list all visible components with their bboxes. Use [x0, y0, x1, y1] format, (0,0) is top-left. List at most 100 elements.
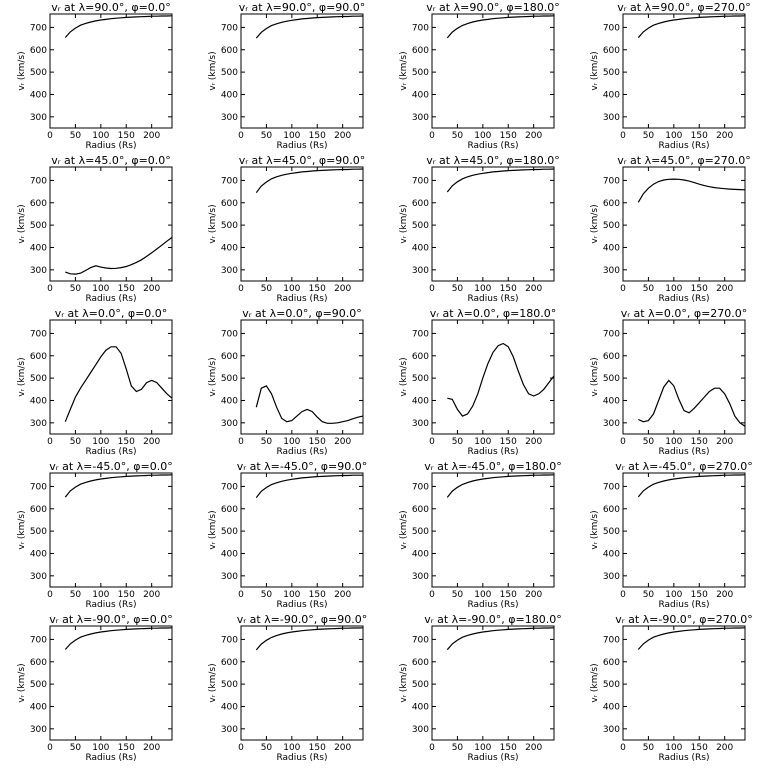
- x-axis-label: Radius (Rs): [658, 294, 709, 304]
- series-line: [446, 15, 555, 39]
- x-tick-label: 100: [665, 590, 682, 600]
- panel-8: vᵣ at λ=45.0°, φ=270.0° 0 50 100 150 200 300 40…: [590, 154, 751, 304]
- x-tick-label: 0: [620, 284, 626, 294]
- y-tick-label: 300: [30, 113, 47, 123]
- plot-frame: [431, 13, 555, 129]
- series-line: [637, 474, 746, 498]
- x-tick-label: 150: [309, 437, 326, 447]
- x-tick-label: 100: [92, 590, 109, 600]
- x-tick-label: 100: [474, 590, 491, 600]
- series-line: [64, 346, 173, 422]
- y-tick-label: 400: [221, 396, 238, 406]
- x-tick-label: 200: [143, 131, 160, 141]
- x-tick-label: 150: [500, 743, 517, 753]
- y-tick-label: 300: [30, 725, 47, 735]
- y-tick-label: 700: [221, 329, 238, 339]
- x-tick-label: 0: [620, 743, 626, 753]
- x-tick-label: 0: [238, 590, 244, 600]
- y-tick-label: 300: [30, 419, 47, 429]
- x-tick-label: 100: [283, 743, 300, 753]
- panel-title: vᵣ at λ=-90.0°, φ=180.0°: [424, 613, 562, 626]
- y-axis-label: vᵣ (km/s): [399, 510, 409, 549]
- y-axis-label: vᵣ (km/s): [17, 357, 27, 396]
- y-axis-label: vᵣ (km/s): [17, 663, 27, 702]
- x-axis-label: Radius (Rs): [467, 447, 518, 457]
- y-tick-label: 500: [221, 527, 238, 537]
- x-axis-label: Radius (Rs): [658, 141, 709, 151]
- x-tick-label: 150: [118, 131, 135, 141]
- x-tick-label: 50: [452, 284, 464, 294]
- x-tick-label: 200: [525, 437, 542, 447]
- x-axis-label: Radius (Rs): [276, 600, 327, 610]
- y-tick-label: 600: [412, 352, 429, 362]
- y-tick-label: 700: [30, 482, 47, 492]
- y-tick-label: 600: [30, 658, 47, 668]
- x-tick-label: 100: [283, 284, 300, 294]
- y-tick-label: 600: [603, 352, 620, 362]
- y-tick-label: 700: [412, 23, 429, 33]
- y-axis-label: vᵣ (km/s): [590, 51, 600, 90]
- plot-frame: [431, 625, 555, 741]
- y-tick-label: 400: [221, 90, 238, 100]
- y-tick-label: 700: [603, 482, 620, 492]
- plot-frame: [431, 319, 555, 435]
- panel-title: vᵣ at λ=45.0°, φ=180.0°: [426, 154, 560, 167]
- x-tick-label: 50: [70, 437, 82, 447]
- y-tick-label: 500: [30, 68, 47, 78]
- plot-frame: [622, 472, 746, 588]
- panel-title: vᵣ at λ=-45.0°, φ=180.0°: [424, 460, 562, 473]
- y-tick-label: 400: [412, 243, 429, 253]
- y-tick-label: 500: [603, 374, 620, 384]
- series-line: [255, 627, 364, 651]
- series-line: [64, 15, 173, 38]
- x-tick-label: 200: [143, 284, 160, 294]
- y-tick-label: 700: [603, 23, 620, 33]
- x-tick-label: 100: [283, 437, 300, 447]
- x-tick-label: 0: [429, 590, 435, 600]
- y-tick-label: 400: [412, 396, 429, 406]
- x-tick-label: 200: [716, 743, 733, 753]
- series-line: [255, 15, 364, 39]
- y-axis-label: vᵣ (km/s): [590, 357, 600, 396]
- x-tick-label: 150: [118, 590, 135, 600]
- y-tick-label: 400: [221, 243, 238, 253]
- y-tick-label: 300: [603, 725, 620, 735]
- x-tick-label: 100: [474, 743, 491, 753]
- x-tick-label: 0: [429, 437, 435, 447]
- x-tick-label: 50: [643, 131, 655, 141]
- y-axis-label: vᵣ (km/s): [208, 51, 218, 90]
- y-axis-label: vᵣ (km/s): [208, 357, 218, 396]
- x-axis-label: Radius (Rs): [85, 141, 136, 151]
- panel-9: vᵣ at λ=0.0°, φ=0.0° 0 50 100 150 200 300 400 50…: [17, 307, 173, 457]
- panel-10: vᵣ at λ=0.0°, φ=90.0° 0 50 100 150 200 300 400 5…: [208, 307, 364, 457]
- x-tick-label: 0: [620, 131, 626, 141]
- x-tick-label: 200: [525, 590, 542, 600]
- y-tick-label: 300: [412, 419, 429, 429]
- plot-frame: [240, 319, 364, 435]
- y-tick-label: 400: [603, 243, 620, 253]
- x-tick-label: 50: [261, 284, 273, 294]
- y-tick-label: 700: [221, 23, 238, 33]
- panel-5: vᵣ at λ=45.0°, φ=0.0° 0 50 100 150 200 300 400 5…: [17, 154, 173, 304]
- y-tick-label: 700: [412, 176, 429, 186]
- x-tick-label: 100: [92, 131, 109, 141]
- y-tick-label: 300: [412, 725, 429, 735]
- x-tick-label: 200: [143, 437, 160, 447]
- panel-title: vᵣ at λ=-90.0°, φ=90.0°: [237, 613, 368, 626]
- plot-frame: [49, 13, 173, 129]
- series-line: [446, 627, 555, 651]
- x-tick-label: 50: [643, 590, 655, 600]
- x-axis-label: Radius (Rs): [85, 753, 136, 763]
- y-tick-label: 300: [221, 266, 238, 276]
- x-tick-label: 150: [309, 743, 326, 753]
- x-tick-label: 200: [334, 284, 351, 294]
- plot-frame: [240, 166, 364, 282]
- x-tick-label: 200: [143, 743, 160, 753]
- panel-11: vᵣ at λ=0.0°, φ=180.0° 0 50 100 150 200 300 400…: [399, 307, 556, 457]
- x-axis-label: Radius (Rs): [276, 294, 327, 304]
- panel-20: vᵣ at λ=-90.0°, φ=270.0° 0 50 100 150 200 300 4…: [590, 613, 753, 763]
- y-tick-label: 700: [412, 635, 429, 645]
- x-tick-label: 50: [643, 284, 655, 294]
- x-axis-label: Radius (Rs): [658, 600, 709, 610]
- y-tick-label: 600: [30, 199, 47, 209]
